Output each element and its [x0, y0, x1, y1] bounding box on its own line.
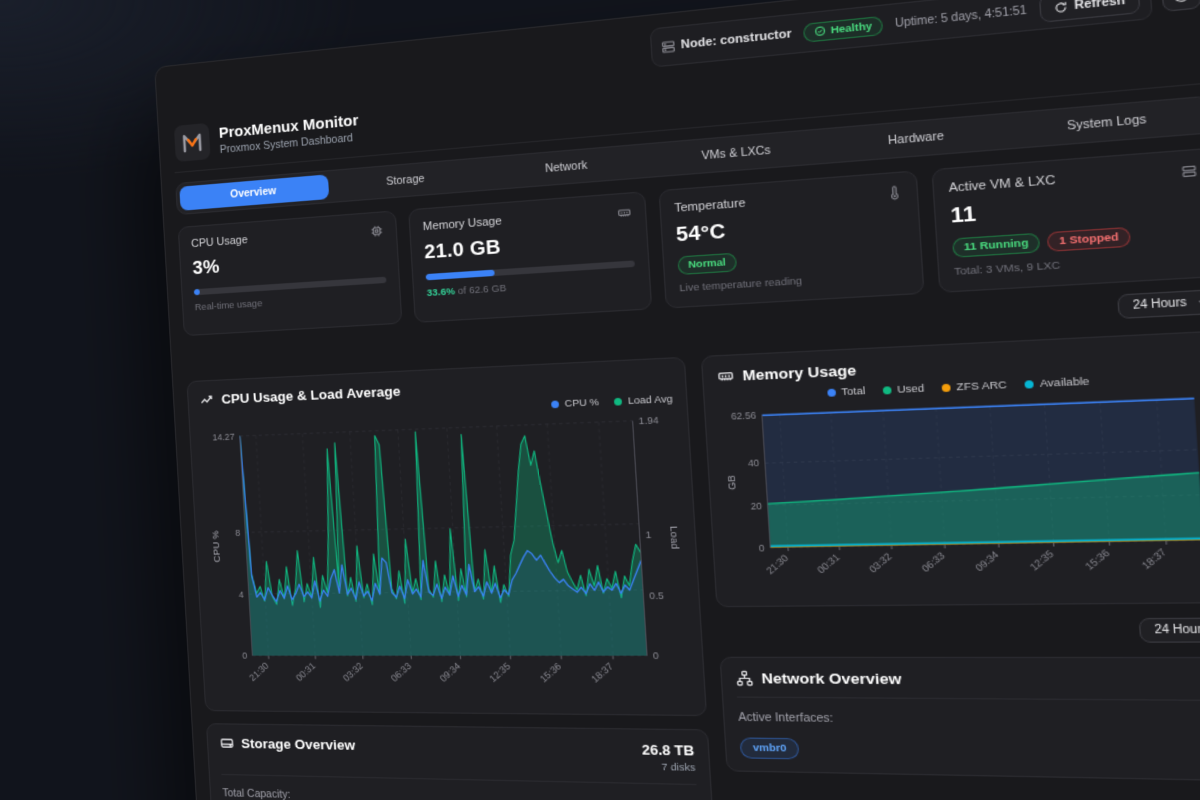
- interface-badge: vmbr0: [739, 736, 801, 759]
- svg-text:21:30: 21:30: [764, 552, 791, 576]
- svg-text:14.27: 14.27: [212, 431, 235, 442]
- svg-text:00:31: 00:31: [815, 551, 842, 576]
- svg-text:09:34: 09:34: [438, 660, 463, 684]
- hard-drive-icon: [219, 735, 234, 750]
- uptime-label: Uptime: 5 days, 4:51:51: [894, 4, 1028, 30]
- tab-system-logs[interactable]: System Logs: [1066, 112, 1147, 134]
- storage-disks-value: 7 disks: [661, 761, 696, 775]
- memory-value: 21.0 GB: [423, 236, 502, 264]
- svg-text:4: 4: [238, 589, 244, 599]
- cpu-chart-title: CPU Usage & Load Average: [221, 383, 401, 407]
- legend-load-avg: Load Avg: [627, 393, 673, 408]
- storage-overview-card: Storage Overview 26.8 TB 7 disks Total C…: [205, 723, 716, 800]
- svg-text:06:33: 06:33: [919, 549, 947, 574]
- app-title-block: ProxMenux Monitor Proxmox System Dashboa…: [218, 111, 359, 155]
- memory-chart-icon: [716, 368, 734, 385]
- cpu-card-label: CPU Usage: [190, 233, 249, 251]
- activity-trend-icon: [200, 392, 215, 408]
- storage-title: Storage Overview: [240, 735, 356, 753]
- svg-text:0: 0: [653, 650, 659, 661]
- server-stack-icon: [1180, 163, 1198, 180]
- vm-stopped-badge: 1 Stopped: [1046, 226, 1132, 252]
- tab-storage[interactable]: Storage: [385, 172, 425, 189]
- check-circle-icon: [814, 25, 827, 37]
- network-title: Network Overview: [760, 669, 902, 687]
- refresh-icon: [1053, 0, 1068, 14]
- memory-chart-card: Memory Usage Total Used ZFS ARC Availabl…: [700, 330, 1200, 607]
- moon-icon: [1172, 0, 1190, 3]
- svg-text:0.5: 0.5: [649, 590, 664, 601]
- memory-chart: 21:30 00:31 03:32 06:33 09:34 12:35 15:36 18:37…: [725, 386, 1200, 576]
- refresh-button[interactable]: Refresh: [1038, 0, 1141, 23]
- storage-total-capacity-row: Total Capacity:: [222, 787, 291, 800]
- node-label: Node: constructor: [660, 27, 792, 54]
- temperature-card-label: Temperature: [674, 196, 746, 216]
- svg-text:15:36: 15:36: [1082, 546, 1112, 572]
- legend-zfs-arc: ZFS ARC: [956, 379, 1008, 394]
- vm-running-badge: 11 Running: [952, 232, 1041, 258]
- tab-hardware[interactable]: Hardware: [887, 129, 945, 148]
- svg-text:20: 20: [750, 500, 762, 512]
- dark-mode-button[interactable]: [1161, 0, 1200, 12]
- svg-text:03:32: 03:32: [341, 660, 365, 683]
- legend-available: Available: [1039, 375, 1090, 391]
- svg-text:62.56: 62.56: [731, 410, 757, 422]
- svg-text:00:31: 00:31: [294, 660, 318, 683]
- temperature-status-badge: Normal: [677, 252, 737, 276]
- svg-text:0: 0: [758, 542, 765, 553]
- proxmenux-m-icon: [182, 129, 204, 155]
- svg-text:09:34: 09:34: [973, 548, 1002, 573]
- svg-text:12:35: 12:35: [1027, 547, 1056, 573]
- tab-overview[interactable]: Overview: [179, 174, 329, 211]
- svg-text:15:36: 15:36: [538, 661, 564, 685]
- app-logo: [173, 122, 211, 163]
- network-icon: [735, 670, 753, 687]
- health-badge: Healthy: [802, 15, 884, 43]
- cpu-chip-icon: [370, 224, 384, 238]
- active-vm-lxc-card: Active VM & LXC 11 11 Running 1 Stopped …: [931, 147, 1200, 293]
- svg-text:18:37: 18:37: [589, 661, 615, 685]
- svg-text:1.94: 1.94: [638, 414, 659, 426]
- svg-text:1: 1: [645, 529, 651, 540]
- cpu-load-chart-card: CPU Usage & Load Average CPU % Load Avg …: [186, 356, 707, 717]
- memory-usage-card: Memory Usage 21.0 GB 33.6% of 62.6 GB: [408, 191, 653, 323]
- legend-total: Total: [840, 385, 866, 399]
- legend-cpu-percent: CPU %: [564, 396, 600, 410]
- memory-chart-title: Memory Usage: [741, 361, 857, 384]
- svg-text:12:35: 12:35: [487, 660, 512, 684]
- memory-ram-icon: [617, 205, 632, 220]
- cpu-usage-card: CPU Usage 3% Real-time usage: [177, 210, 403, 337]
- network-overview-card: Network Overview 2 Active Interfaces: vm…: [719, 656, 1200, 782]
- svg-text:03:32: 03:32: [866, 550, 894, 575]
- svg-text:CPU %: CPU %: [209, 530, 222, 563]
- memory-card-label: Memory Usage: [422, 214, 503, 234]
- svg-text:21:30: 21:30: [247, 660, 270, 683]
- time-range-select-bottom[interactable]: 24 Hours: [1139, 616, 1200, 643]
- svg-text:Load: Load: [668, 526, 682, 550]
- cpu-value: 3%: [192, 256, 221, 280]
- dashboard-window: Node: constructor Healthy Uptime: 5 days…: [154, 0, 1200, 800]
- svg-text:8: 8: [235, 528, 241, 538]
- left-column: CPU Usage & Load Average CPU % Load Avg …: [186, 356, 716, 800]
- svg-text:GB: GB: [725, 475, 738, 490]
- tab-network[interactable]: Network: [544, 159, 588, 176]
- network-active-interfaces-row: Active Interfaces:: [737, 710, 834, 725]
- cpu-load-chart: 21:30 00:31 03:32 06:33 09:34 12:35 15:36 18:37…: [209, 414, 682, 685]
- server-icon: [660, 39, 676, 55]
- cpu-caption: Real-time usage: [194, 298, 263, 314]
- legend-used: Used: [896, 382, 925, 397]
- vm-card-label: Active VM & LXC: [948, 173, 1056, 196]
- svg-text:18:37: 18:37: [1139, 546, 1169, 572]
- app-header: ProxMenux Monitor Proxmox System Dashboa…: [171, 23, 1200, 174]
- right-column: Memory Usage Total Used ZFS ARC Availabl…: [700, 330, 1200, 782]
- svg-text:0: 0: [242, 651, 248, 661]
- storage-total-value: 26.8 TB: [641, 741, 695, 759]
- tab-vms-lxcs[interactable]: VMs & LXCs: [701, 143, 772, 163]
- temperature-card: Temperature 54°C Normal Live temperature…: [658, 170, 925, 309]
- svg-text:40: 40: [747, 458, 759, 470]
- time-range-select-top[interactable]: 24 Hours: [1117, 288, 1200, 320]
- thermometer-icon: [886, 185, 903, 201]
- svg-text:06:33: 06:33: [389, 660, 413, 683]
